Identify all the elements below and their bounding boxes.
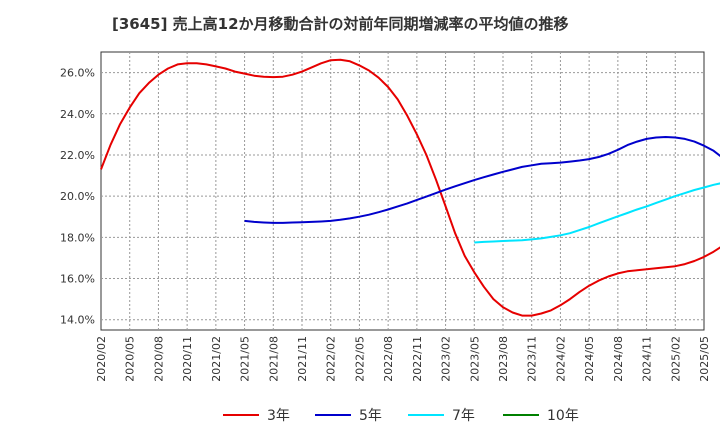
- x-tick-label: 2024/08: [612, 336, 625, 382]
- y-tick-label: 20.0%: [60, 190, 95, 203]
- x-tick-label: 2025/05: [698, 336, 711, 382]
- x-tick-label: 2020/08: [152, 336, 165, 382]
- x-tick-label: 2021/08: [267, 336, 280, 382]
- legend-item-10y: 10年: [503, 404, 579, 426]
- legend-label-7y: 7年: [452, 408, 475, 424]
- legend-swatch-7y: [408, 414, 444, 416]
- x-tick-label: 2020/05: [124, 336, 137, 382]
- legend-item-5y: 5年: [315, 404, 382, 426]
- x-tick-label: 2024/02: [554, 336, 567, 382]
- legend-item-7y: 7年: [408, 404, 475, 426]
- x-tick-label: 2021/11: [296, 336, 309, 382]
- x-tick-label: 2021/02: [210, 336, 223, 382]
- y-tick-label: 14.0%: [60, 314, 95, 327]
- legend-swatch-5y: [315, 414, 351, 416]
- x-tick-labels: 2020/02 2020/05 2020/08 2020/11 2021/02 2021/…: [95, 336, 711, 382]
- x-tick-label: 2024/11: [641, 336, 654, 382]
- y-tick-labels: 14.0% 16.0% 18.0% 20.0% 22.0% 24.0% 26.0%: [60, 67, 95, 327]
- y-tick-label: 18.0%: [60, 231, 95, 244]
- x-tick-label: 2020/02: [95, 336, 108, 382]
- y-tick-label: 22.0%: [60, 149, 95, 162]
- series-lines: [100, 58, 720, 317]
- y-tick-label: 16.0%: [60, 273, 95, 286]
- legend-label-3y: 3年: [267, 408, 290, 424]
- legend-item-3y: 3年: [223, 404, 290, 426]
- plot-area: [100, 51, 705, 331]
- x-tick-label: 2023/02: [440, 336, 453, 382]
- series-line-5y: [244, 136, 720, 224]
- legend: 3年 5年 7年 10年: [0, 404, 720, 426]
- x-tick-label: 2022/08: [382, 336, 395, 382]
- series-line-7y: [474, 182, 720, 244]
- y-tick-label: 24.0%: [60, 108, 95, 121]
- legend-label-10y: 10年: [547, 408, 579, 424]
- series-line-3y: [100, 58, 720, 317]
- x-tick-label: 2024/05: [583, 336, 596, 382]
- grid-lines: [101, 52, 704, 330]
- x-tick-label: 2023/08: [497, 336, 510, 382]
- x-tick-label: 2021/05: [239, 336, 252, 382]
- x-tick-label: 2022/11: [411, 336, 424, 382]
- chart-title: [3645] 売上高12か月移動合計の対前年同期増減率の平均値の推移: [112, 15, 569, 33]
- legend-swatch-3y: [223, 414, 259, 416]
- legend-label-5y: 5年: [359, 408, 382, 424]
- y-tick-label: 26.0%: [60, 67, 95, 80]
- x-tick-label: 2022/05: [353, 336, 366, 382]
- x-tick-label: 2023/05: [468, 336, 481, 382]
- x-tick-label: 2025/02: [669, 336, 682, 382]
- x-tick-label: 2020/11: [181, 336, 194, 382]
- x-tick-label: 2022/02: [325, 336, 338, 382]
- x-tick-label: 2023/11: [526, 336, 539, 382]
- legend-swatch-10y: [503, 414, 539, 416]
